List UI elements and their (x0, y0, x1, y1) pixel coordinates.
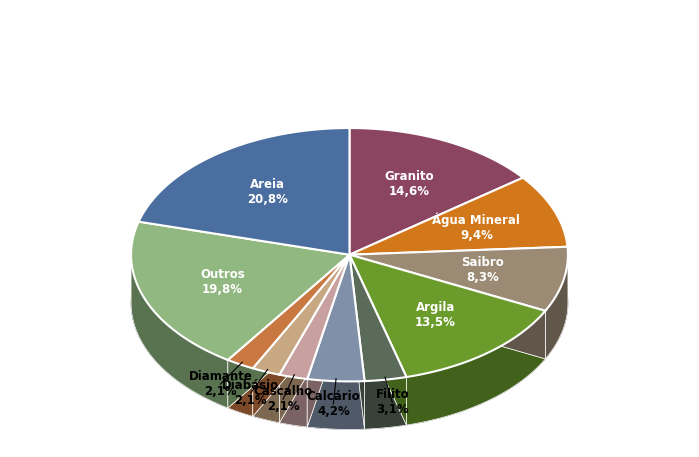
Polygon shape (280, 255, 350, 423)
Polygon shape (350, 255, 545, 359)
Polygon shape (308, 255, 350, 427)
Text: Diabásio
2,1%: Diabásio 2,1% (222, 379, 280, 407)
Polygon shape (350, 255, 407, 425)
Polygon shape (350, 178, 568, 255)
Polygon shape (308, 379, 365, 430)
Text: Argila
13,5%: Argila 13,5% (415, 302, 456, 329)
Text: Outros
19,8%: Outros 19,8% (201, 268, 245, 296)
Polygon shape (350, 128, 523, 255)
Polygon shape (350, 255, 365, 429)
Polygon shape (253, 255, 350, 416)
Text: Saibro
8,3%: Saibro 8,3% (461, 256, 504, 284)
Polygon shape (350, 247, 568, 311)
Polygon shape (228, 255, 350, 368)
Polygon shape (545, 255, 568, 359)
Polygon shape (308, 255, 365, 382)
Polygon shape (350, 255, 545, 377)
Polygon shape (228, 360, 253, 416)
Polygon shape (280, 375, 308, 427)
Text: Diamante
2,1%: Diamante 2,1% (189, 370, 252, 398)
Polygon shape (253, 255, 350, 416)
Polygon shape (407, 311, 545, 425)
Polygon shape (228, 255, 350, 408)
Text: Calcário
4,2%: Calcário 4,2% (306, 390, 360, 418)
Polygon shape (365, 377, 407, 429)
Polygon shape (131, 256, 228, 408)
Polygon shape (350, 255, 407, 381)
Text: Areia
20,8%: Areia 20,8% (247, 178, 287, 207)
Text: Granito
14,6%: Granito 14,6% (384, 170, 434, 198)
Polygon shape (131, 222, 350, 360)
Text: Água Mineral
9,4%: Água Mineral 9,4% (433, 213, 520, 242)
Ellipse shape (131, 176, 568, 430)
Polygon shape (138, 128, 350, 255)
Polygon shape (228, 255, 350, 408)
Polygon shape (253, 255, 350, 375)
Polygon shape (350, 255, 365, 429)
Polygon shape (280, 255, 350, 379)
Text: Cascalho
2,1%: Cascalho 2,1% (254, 385, 312, 413)
Polygon shape (280, 255, 350, 423)
Polygon shape (308, 255, 350, 427)
Polygon shape (253, 368, 280, 423)
Polygon shape (350, 255, 407, 425)
Polygon shape (350, 255, 545, 359)
Text: Filito
3,1%: Filito 3,1% (375, 388, 409, 416)
